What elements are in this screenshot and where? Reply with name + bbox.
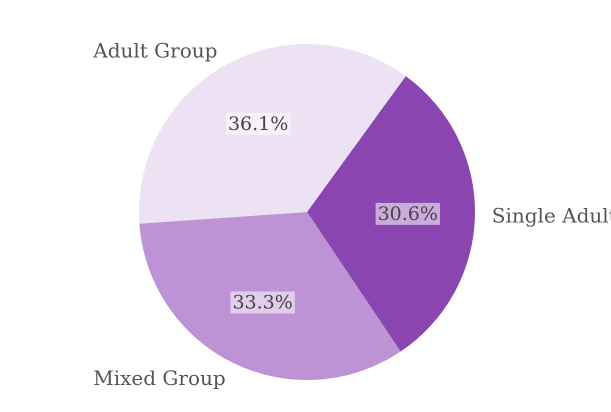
- pct-label-mixed-group: 33.3%: [232, 292, 292, 314]
- pct-label-group-mixed-group: 33.3%: [230, 291, 295, 314]
- pct-label-box-mixed-group: [230, 291, 295, 314]
- pct-label-single-adult: 30.6%: [378, 203, 438, 225]
- category-label-single-adult: Single Adult: [492, 203, 611, 227]
- pct-label-group-adult-group: 36.1%: [225, 112, 291, 135]
- pct-label-group-single-adult: 30.6%: [375, 202, 440, 225]
- labels-layer: 30.6% Single Adult 33.3% Mixed Group 36.1% Ad…: [92, 38, 611, 390]
- pct-label-adult-group: 36.1%: [228, 113, 288, 135]
- category-label-adult-group: Adult Group: [92, 38, 217, 62]
- pct-label-box-adult-group: [225, 112, 291, 135]
- pct-label-box-single-adult: [375, 202, 440, 225]
- category-label-mixed-group: Mixed Group: [93, 366, 225, 390]
